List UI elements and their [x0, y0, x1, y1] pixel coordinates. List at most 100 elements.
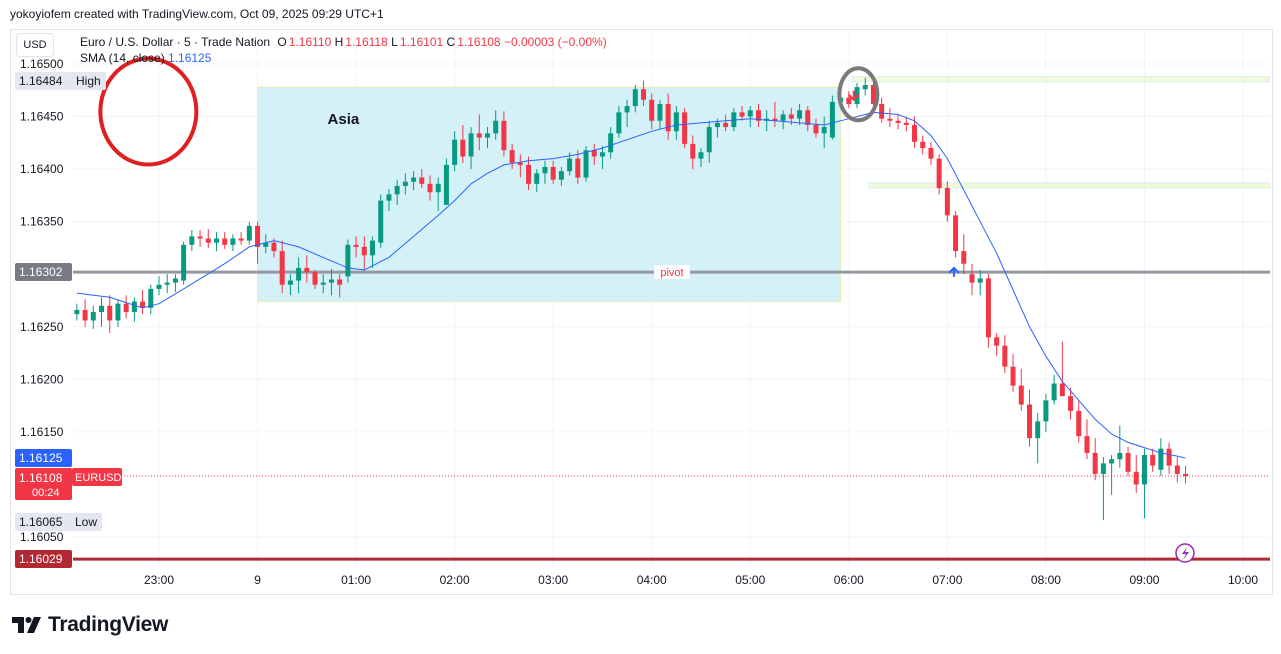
time-tick: 9	[254, 573, 261, 587]
candle-body	[205, 238, 211, 243]
candle-body	[714, 122, 720, 128]
candle-body	[156, 284, 162, 289]
time-tick: 04:00	[637, 573, 667, 587]
candle	[1174, 457, 1180, 483]
candle-body	[879, 103, 885, 119]
candle	[140, 289, 146, 315]
candle-body	[534, 173, 540, 184]
candle	[550, 160, 556, 184]
candle	[944, 181, 950, 222]
candle	[328, 268, 334, 296]
candle	[813, 118, 819, 138]
candle	[394, 179, 400, 205]
candle	[1117, 425, 1123, 468]
candle-body	[99, 305, 105, 313]
candle	[526, 156, 532, 191]
candle-body	[936, 158, 942, 189]
price-tick: 1.16500	[20, 57, 64, 71]
open-label: O	[277, 35, 287, 49]
tradingview-logo-icon	[12, 617, 41, 633]
candle	[1076, 400, 1082, 443]
candle	[164, 274, 170, 294]
candle-body	[386, 194, 392, 201]
price-tick: 1.16050	[20, 530, 64, 544]
candle-body	[920, 141, 926, 149]
demand-zone	[868, 182, 1271, 189]
red-circle-annotation	[98, 56, 199, 167]
candle-body	[583, 150, 589, 178]
candle	[271, 238, 277, 258]
candle-body	[558, 171, 564, 180]
candle	[279, 240, 285, 294]
candle-body	[649, 99, 655, 121]
currency-button[interactable]: USD	[16, 33, 54, 57]
candle-body	[1141, 455, 1147, 485]
candle	[1183, 465, 1189, 484]
price-tick: 1.16200	[20, 372, 64, 386]
candle-body	[320, 282, 326, 285]
asia-session-box	[257, 86, 842, 303]
candle-body	[969, 274, 975, 283]
candle-body	[74, 309, 80, 315]
candle	[1010, 354, 1016, 392]
last-price-tag: 1.16108 00:24	[15, 468, 72, 500]
candle-body	[328, 279, 334, 283]
candle-body	[813, 124, 819, 134]
candle	[780, 110, 786, 130]
candle-body	[1150, 455, 1156, 466]
candle	[172, 274, 178, 293]
candle	[361, 236, 367, 271]
candle-body	[895, 120, 901, 123]
candle	[370, 236, 376, 268]
candle-body	[608, 133, 614, 153]
candle	[558, 167, 564, 186]
low-label: Low	[75, 515, 97, 529]
pivot-label: pivot	[660, 267, 683, 279]
candle-body	[222, 238, 228, 245]
candle-body	[213, 238, 219, 243]
symbol-tag: EURUSD	[72, 468, 122, 486]
candle-body	[846, 97, 852, 104]
price-change: −0.00003 (−0.00%)	[503, 35, 607, 49]
open-value: 1.16110	[288, 35, 332, 49]
tradingview-logo[interactable]: TradingView	[12, 613, 168, 637]
candle	[599, 145, 605, 170]
candle	[912, 116, 918, 149]
candle	[312, 270, 318, 289]
candle-body	[164, 282, 170, 285]
candle	[156, 276, 162, 296]
candle	[821, 116, 827, 149]
candle	[1026, 389, 1032, 447]
candle	[386, 189, 392, 212]
price-tick: 1.16400	[20, 162, 64, 176]
candle	[443, 158, 449, 205]
candle	[961, 234, 967, 275]
time-tick: 08:00	[1031, 573, 1061, 587]
candle	[255, 221, 261, 264]
candle-body	[591, 150, 597, 157]
time-tick: 06:00	[834, 573, 864, 587]
candle	[953, 211, 959, 258]
sma-price-value: 1.16125	[19, 451, 63, 465]
candle-body	[394, 185, 400, 195]
sma-label[interactable]: SMA (14, close)	[80, 51, 165, 65]
candle-body	[887, 118, 893, 121]
candle-body	[1002, 345, 1008, 367]
candle	[1018, 368, 1024, 411]
low-price-tag: 1.16065	[15, 513, 72, 531]
lightning-icon[interactable]	[1175, 543, 1195, 563]
candle-body	[131, 301, 137, 313]
candle-body	[829, 101, 835, 138]
candle	[1125, 446, 1131, 477]
symbol-description[interactable]: Euro / U.S. Dollar · 5 · Trade Nation	[80, 35, 271, 49]
candle-body	[197, 236, 203, 239]
high-price-value: 1.16484	[19, 74, 63, 88]
pivot-label-bg	[654, 265, 690, 280]
candle	[985, 274, 991, 348]
sma-price-tag: 1.16125	[15, 449, 72, 467]
sma-value: 1.16125	[168, 51, 212, 65]
candle-body	[419, 177, 425, 184]
candle-body	[82, 309, 88, 321]
